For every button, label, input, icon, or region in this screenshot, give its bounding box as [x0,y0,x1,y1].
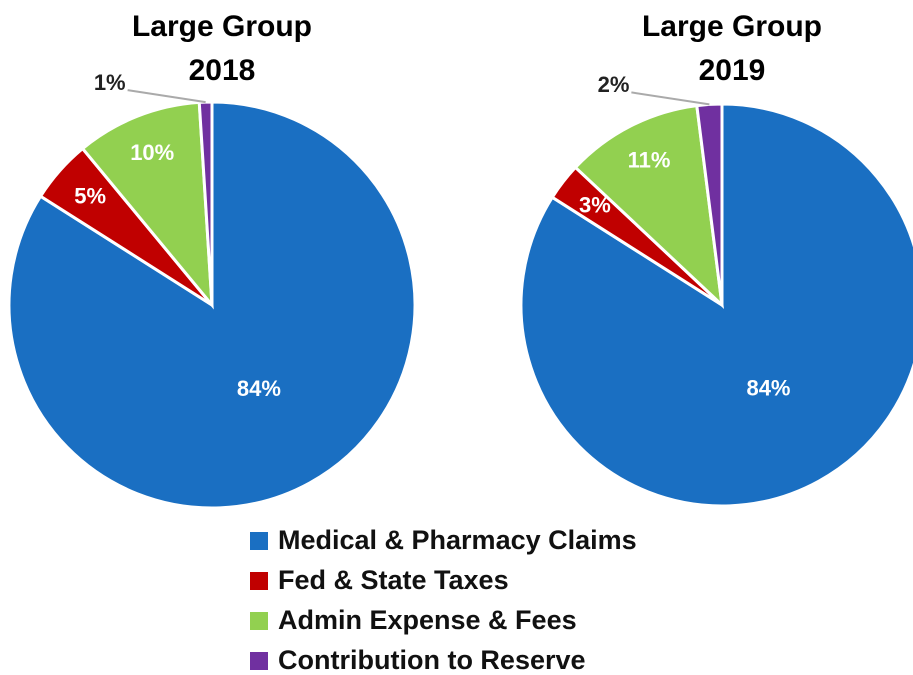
legend-swatch [250,612,268,630]
legend-swatch [250,572,268,590]
leader-line [127,89,206,104]
data-label: 2% [598,72,630,97]
data-label: 1% [94,70,126,95]
data-label: 11% [628,148,671,173]
chart-title: Large Group [132,10,312,43]
pie-slice [197,100,214,306]
legend-label: Medical & Pharmacy Claims [278,525,637,555]
legend-label: Fed & State Taxes [278,565,509,595]
data-label: 84% [746,375,790,400]
chart-subtitle: 2018 [189,54,256,87]
pie-slice [80,100,214,310]
pie-slice [519,102,913,508]
legend-label: Admin Expense & Fees [278,605,577,635]
chart-subtitle: 2019 [699,54,766,87]
pie-slice [695,102,724,306]
legend-swatch [250,652,268,670]
legend-swatch [250,532,268,550]
leader-line [631,91,710,106]
pie-slice [573,103,725,309]
data-label: 10% [130,140,174,165]
data-label: 84% [237,376,281,401]
chart-title: Large Group [642,10,822,43]
legend-label: Contribution to Reserve [278,645,586,675]
data-label: 5% [74,183,106,208]
